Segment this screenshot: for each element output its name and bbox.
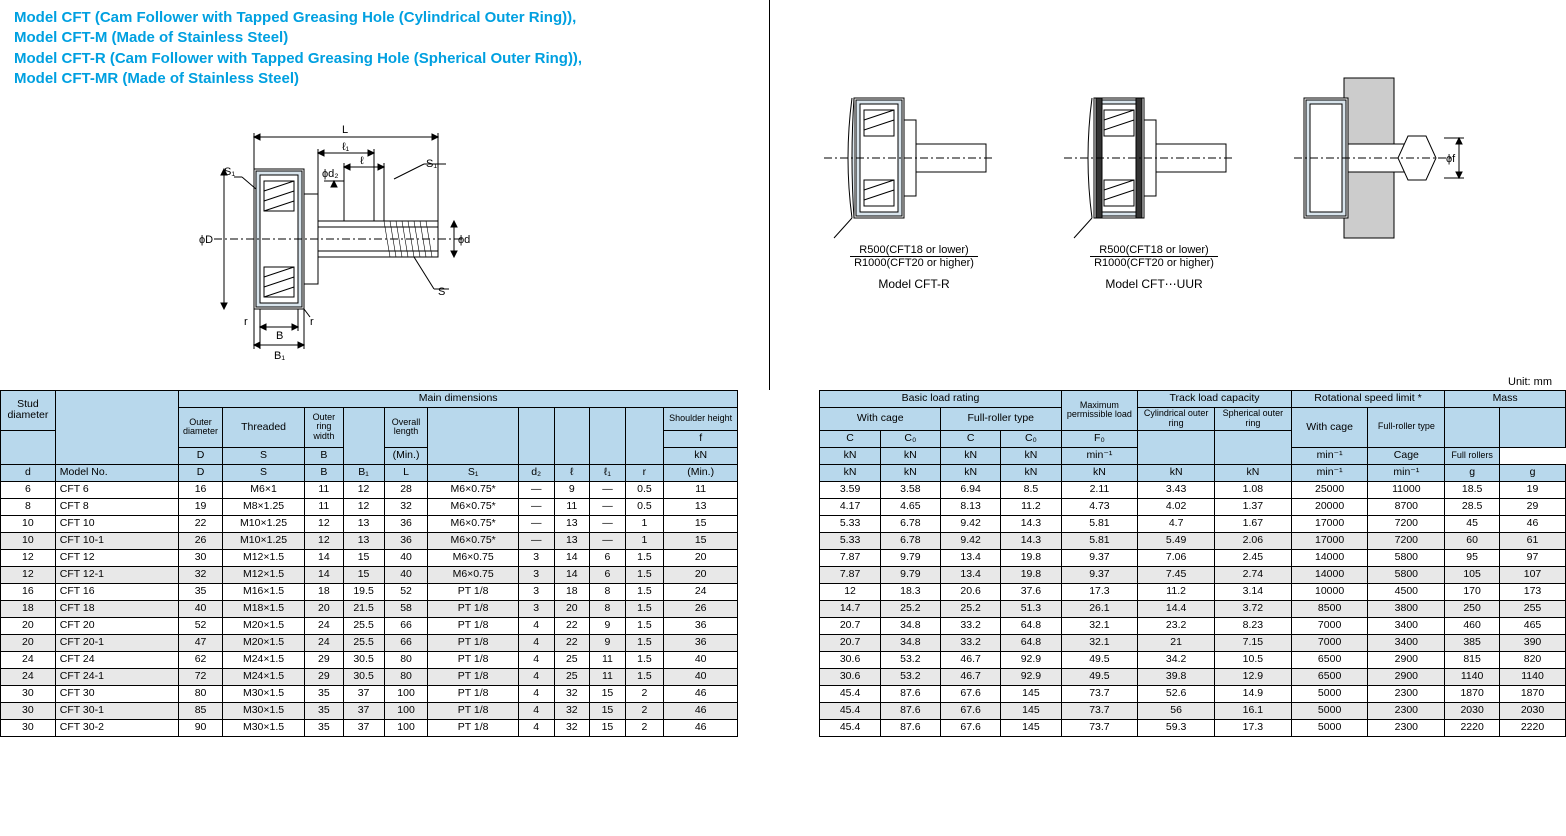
main-diagram: L ℓ₁ ℓ S₁ ϕd₂ ϕD ϕd S S₁ r r B B₁ — [14, 109, 769, 372]
diagram-cft-uur: R500(CFT18 or lower) R1000(CFT20 or high… — [1054, 68, 1254, 291]
radius-labels: R500(CFT18 or lower) R1000(CFT20 or high… — [850, 244, 978, 269]
title-line-2: Model CFT-M (Made of Stainless Steel) — [14, 28, 769, 48]
svg-text:ϕD: ϕD — [199, 234, 213, 246]
table-row: 6CFT 616M6×1111228M6×0.75*—9—0.5113.593.… — [1, 481, 1566, 498]
spec-table: Stud diameter Main dimensions Basic load… — [0, 390, 1566, 737]
gap-column — [738, 391, 820, 482]
cft-uur-diagram — [1054, 68, 1254, 248]
diagram-cft-r: R500(CFT18 or lower) R1000(CFT20 or high… — [814, 68, 1014, 291]
right-diagrams: R500(CFT18 or lower) R1000(CFT20 or high… — [784, 68, 1552, 291]
model-cell: CFT 18 — [55, 600, 178, 617]
hdr-main: Main dimensions — [179, 391, 738, 408]
svg-text:ℓ₁: ℓ₁ — [342, 141, 350, 153]
hdr-track: Track load capacity — [1138, 391, 1291, 408]
right-panel: R500(CFT18 or lower) R1000(CFT20 or high… — [770, 0, 1566, 390]
model-cell: CFT 30 — [55, 685, 178, 702]
radius-bot-2: R1000(CFT20 or higher) — [1090, 257, 1218, 269]
svg-text:r: r — [310, 316, 314, 328]
diagram-mounting: ϕf — [1294, 68, 1474, 291]
model-cell: CFT 30-2 — [55, 719, 178, 736]
model-cell: CFT 12 — [55, 549, 178, 566]
svg-text:ϕd₂: ϕd₂ — [322, 168, 339, 180]
hdr-basic: Basic load rating — [820, 391, 1061, 408]
model-cell: CFT 24 — [55, 651, 178, 668]
title-line-3: Model CFT-R (Cam Follower with Tapped Gr… — [14, 49, 769, 69]
radius-bot: R1000(CFT20 or higher) — [850, 257, 978, 269]
model-cell: CFT 6 — [55, 481, 178, 498]
hdr-rot: Rotational speed limit * — [1291, 391, 1444, 408]
radius-top: R500(CFT18 or lower) — [850, 244, 978, 257]
svg-text:B: B — [276, 330, 283, 342]
hdr-stud: Stud diameter — [1, 391, 56, 431]
left-panel: Model CFT (Cam Follower with Tapped Grea… — [0, 0, 770, 390]
svg-text:S₁: S₁ — [426, 158, 437, 170]
svg-text:S₁: S₁ — [224, 166, 235, 178]
svg-text:ϕf: ϕf — [1446, 153, 1456, 165]
svg-text:B₁: B₁ — [274, 350, 285, 362]
svg-text:S: S — [438, 286, 445, 298]
unit-label: Unit: mm — [1508, 376, 1552, 388]
title-block: Model CFT (Cam Follower with Tapped Grea… — [14, 8, 769, 89]
radius-top-2: R500(CFT18 or lower) — [1090, 244, 1218, 257]
title-line-4: Model CFT-MR (Made of Stainless Steel) — [14, 69, 769, 89]
cft-r-diagram — [814, 68, 1014, 248]
model-cft-uur-label: Model CFT⋯UUR — [1105, 277, 1202, 291]
title-line-1: Model CFT (Cam Follower with Tapped Grea… — [14, 8, 769, 28]
model-cell: CFT 20 — [55, 617, 178, 634]
svg-text:ℓ: ℓ — [360, 155, 364, 167]
hdr-mass: Mass — [1445, 391, 1566, 408]
svg-text:r: r — [244, 316, 248, 328]
hdr-max: Maximum permissible load — [1061, 391, 1138, 431]
cam-follower-diagram: L ℓ₁ ℓ S₁ ϕd₂ ϕD ϕd S S₁ r r B B₁ — [194, 109, 504, 369]
model-cell: CFT 16 — [55, 583, 178, 600]
svg-text:ϕd: ϕd — [458, 234, 470, 246]
model-cell: CFT 20-1 — [55, 634, 178, 651]
model-cell: CFT 30-1 — [55, 702, 178, 719]
model-cell: CFT 24-1 — [55, 668, 178, 685]
radius-labels-2: R500(CFT18 or lower) R1000(CFT20 or high… — [1090, 244, 1218, 269]
model-cell: CFT 12-1 — [55, 566, 178, 583]
svg-text:L: L — [342, 124, 348, 136]
page-container: Model CFT (Cam Follower with Tapped Grea… — [0, 0, 1566, 737]
top-section: Model CFT (Cam Follower with Tapped Grea… — [0, 0, 1566, 390]
mounting-diagram: ϕf — [1294, 68, 1474, 248]
model-cell: CFT 10 — [55, 515, 178, 532]
model-cell: CFT 10-1 — [55, 532, 178, 549]
model-cell: CFT 8 — [55, 498, 178, 515]
model-cft-r-label: Model CFT-R — [878, 277, 949, 291]
